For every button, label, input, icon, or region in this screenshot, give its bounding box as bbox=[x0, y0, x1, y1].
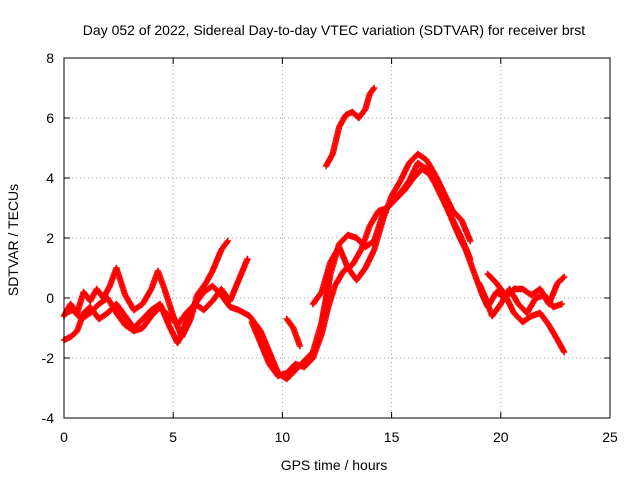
series-e bbox=[283, 315, 304, 350]
y-tick-label: -2 bbox=[42, 350, 55, 366]
chart-title: Day 052 of 2022, Sidereal Day-to-day VTE… bbox=[83, 22, 585, 38]
series-h bbox=[475, 279, 566, 320]
data-marker bbox=[370, 86, 377, 93]
y-tick-label: 8 bbox=[46, 50, 54, 66]
x-tick-label: 25 bbox=[602, 429, 618, 445]
data-point bbox=[224, 237, 231, 245]
series-i bbox=[484, 270, 568, 356]
data-point bbox=[560, 273, 568, 281]
x-axis-label: GPS time / hours bbox=[281, 457, 388, 473]
data-points bbox=[60, 84, 568, 383]
x-tick-label: 15 bbox=[384, 429, 400, 445]
data-point bbox=[467, 237, 474, 245]
y-tick-label: 2 bbox=[46, 230, 54, 246]
grid bbox=[64, 58, 610, 418]
series-f bbox=[309, 150, 474, 308]
data-point bbox=[370, 84, 378, 92]
data-point bbox=[558, 300, 566, 308]
y-tick-label: 4 bbox=[46, 170, 54, 186]
series-d bbox=[248, 165, 568, 380]
data-marker bbox=[559, 274, 567, 282]
series-g bbox=[322, 84, 378, 170]
data-marker bbox=[223, 239, 231, 246]
axis-ticks: 0 5 10 15 20 25 -4 -2 0 2 4 6 8 bbox=[42, 50, 618, 445]
y-axis-label: SDTVAR / TECUs bbox=[5, 184, 21, 296]
x-tick-label: 10 bbox=[275, 429, 291, 445]
series-c bbox=[62, 159, 474, 383]
data-point bbox=[560, 348, 568, 356]
data-point bbox=[244, 255, 251, 263]
y-tick-label: 6 bbox=[46, 110, 54, 126]
x-tick-label: 20 bbox=[493, 429, 509, 445]
y-tick-label: 0 bbox=[46, 290, 54, 306]
y-tick-label: -4 bbox=[42, 410, 55, 426]
x-tick-label: 0 bbox=[60, 429, 68, 445]
x-tick-label: 5 bbox=[169, 429, 177, 445]
series-a bbox=[60, 237, 231, 341]
data-point bbox=[296, 342, 304, 350]
